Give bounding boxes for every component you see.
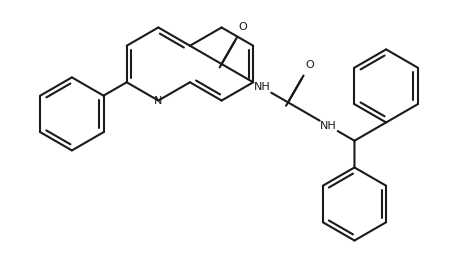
Text: O: O bbox=[305, 60, 314, 70]
Text: N: N bbox=[154, 95, 163, 106]
Text: NH: NH bbox=[320, 121, 337, 131]
Text: NH: NH bbox=[254, 83, 271, 92]
Text: O: O bbox=[239, 22, 247, 32]
